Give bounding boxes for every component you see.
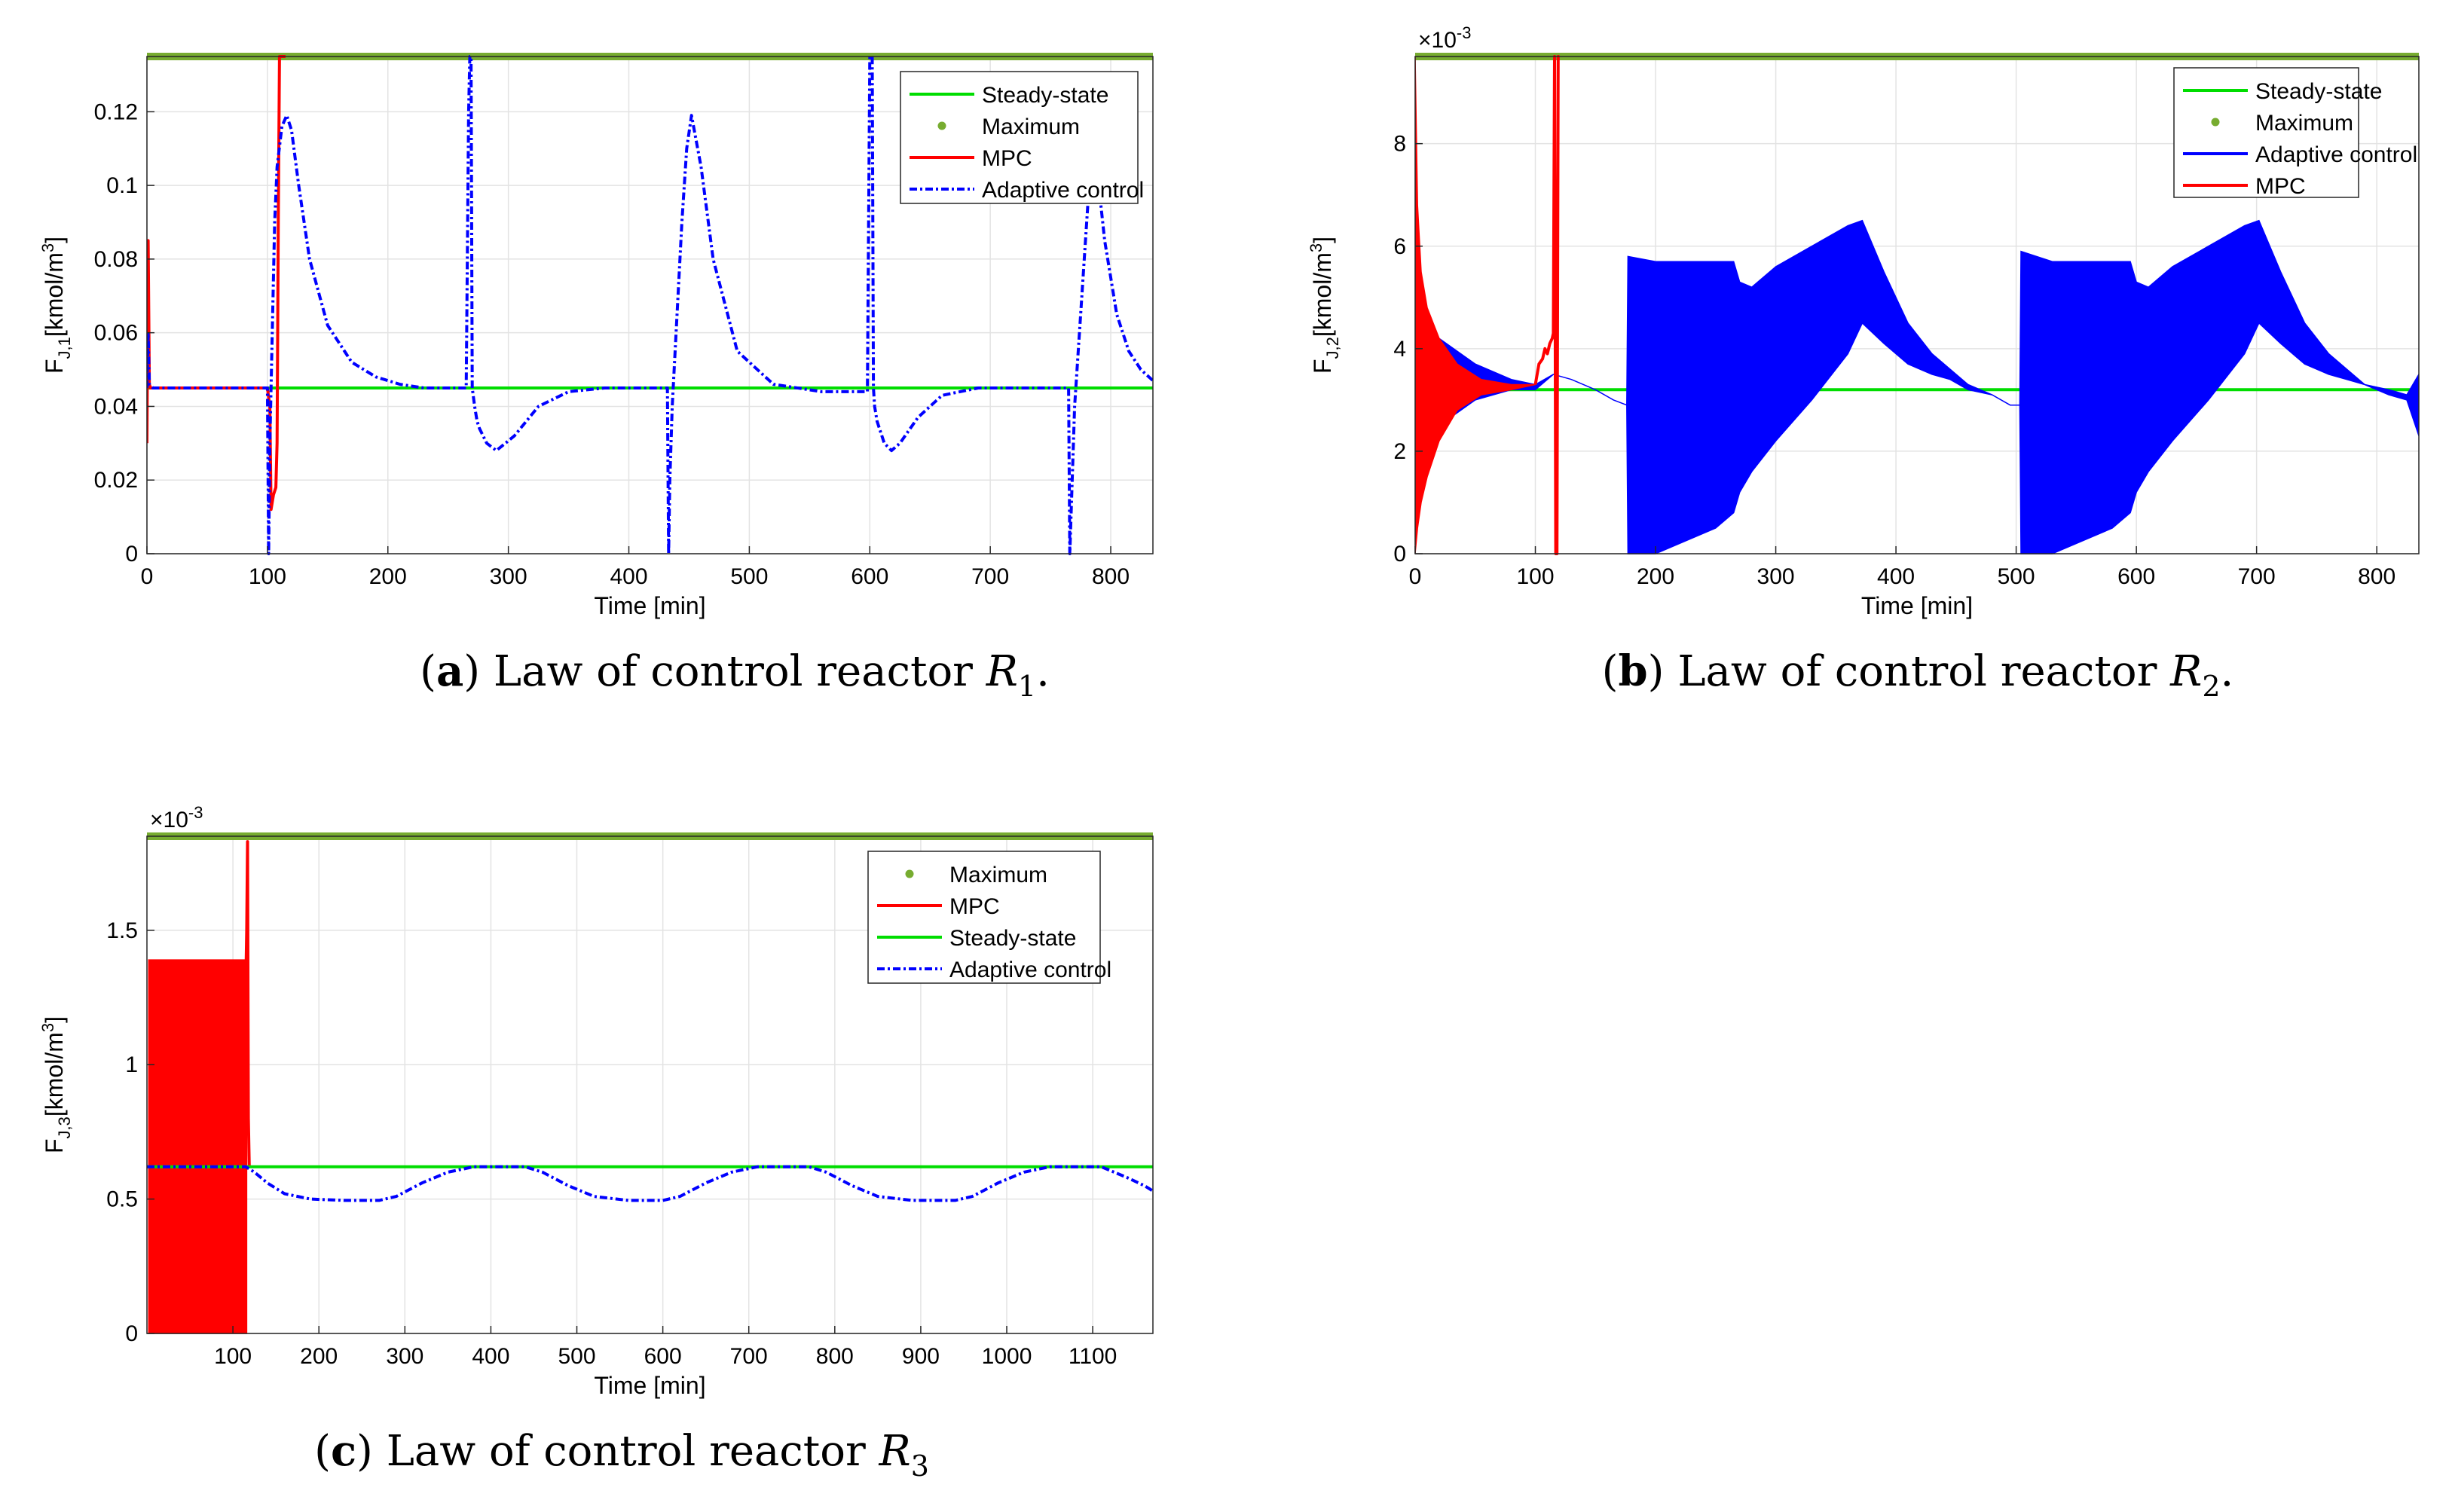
x-tick-label: 0 <box>1409 564 1422 589</box>
legend-marker <box>2211 118 2220 127</box>
plot-frame <box>1414 56 2420 554</box>
series-adaptive-control-band <box>1415 219 2419 554</box>
x-tick-label: 300 <box>1757 564 1795 589</box>
x-tick-label: 800 <box>1092 564 1130 589</box>
legend-label: MPC <box>2255 174 2306 199</box>
y-tick-label: 0.08 <box>94 247 138 272</box>
y-tick-label: 0.5 <box>106 1187 138 1212</box>
series-mpc-band <box>1415 56 1536 554</box>
x-tick-label: 700 <box>730 1344 768 1369</box>
x-tick-label: 200 <box>300 1344 338 1369</box>
x-axis-label: Time [min] <box>1861 592 1973 619</box>
y-tick-label: 0.04 <box>94 394 138 419</box>
y-tick-label: 8 <box>1393 132 1406 157</box>
x-tick-label: 100 <box>249 564 286 589</box>
y-exponent-label: ×10-3 <box>1418 23 1471 53</box>
x-tick-label: 200 <box>369 564 407 589</box>
chart-b: 0 100 200 300 400 500 600 700 800 0 2 4 6 8 ×10-3 Time … <box>1307 23 2420 703</box>
x-tick-label: 400 <box>1877 564 1915 589</box>
y-exponent-label: ×10-3 <box>150 803 203 832</box>
x-tick-label: 600 <box>851 564 888 589</box>
y-tick-label: 0.1 <box>106 173 138 198</box>
x-tick-label: 0 <box>141 564 154 589</box>
chart-c: 100 200 300 400 500 600 700 800 900 1000 1100 0 0.5 1… <box>38 803 1154 1483</box>
series-adaptive-control-line <box>147 1165 1153 1202</box>
series-mpc-band <box>148 959 248 1334</box>
figure-caption: (b) Law of control reactor R2. <box>1602 646 2234 703</box>
x-axis-label: Time [min] <box>594 592 705 619</box>
x-tick-label: 400 <box>610 564 647 589</box>
x-tick-label: 300 <box>490 564 527 589</box>
plot-frame <box>146 56 1154 554</box>
series-mpc-line <box>147 55 286 512</box>
x-tick-label: 900 <box>902 1344 940 1369</box>
x-tick-label: 400 <box>472 1344 509 1369</box>
x-tick-label: 700 <box>2238 564 2276 589</box>
y-tick-label: 1.5 <box>106 918 138 943</box>
legend-label: Adaptive control <box>949 958 1111 982</box>
y-tick-label: 0 <box>1393 542 1406 567</box>
y-tick-label: 6 <box>1393 234 1406 259</box>
y-tick-label: 0.12 <box>94 99 138 124</box>
x-tick-label: 1000 <box>982 1344 1032 1369</box>
y-tick-label: 2 <box>1393 439 1406 464</box>
x-tick-label: 200 <box>1637 564 1674 589</box>
x-tick-label: 500 <box>558 1344 595 1369</box>
x-tick-label: 600 <box>644 1344 682 1369</box>
figure-caption: (c) Law of control reactor R3 <box>314 1426 929 1483</box>
legend-label: Steady-state <box>982 83 1108 108</box>
x-tick-label: 600 <box>2117 564 2155 589</box>
y-tick-label: 0.02 <box>94 468 138 493</box>
x-tick-label: 800 <box>816 1344 854 1369</box>
x-axis-label: Time [min] <box>594 1372 705 1399</box>
y-tick-label: 0 <box>125 1321 138 1346</box>
legend-label: Maximum <box>2255 111 2353 136</box>
legend-marker <box>937 121 946 130</box>
x-tick-label: 100 <box>214 1344 252 1369</box>
y-axis-label: FJ,2[kmol/m3] <box>1307 237 1342 374</box>
y-tick-label: 0.06 <box>94 321 138 346</box>
x-tick-label: 100 <box>1516 564 1554 589</box>
x-tick-label: 1100 <box>1069 1344 1117 1369</box>
legend-label: Adaptive control <box>982 178 1144 203</box>
legend-label: Maximum <box>982 115 1080 139</box>
legend-label: Maximum <box>949 863 1047 887</box>
legend-label: MPC <box>982 146 1032 171</box>
x-tick-label: 700 <box>971 564 1009 589</box>
x-tick-label: 500 <box>1998 564 2035 589</box>
legend-label: Steady-state <box>949 926 1076 951</box>
y-tick-label: 4 <box>1393 337 1406 362</box>
plot-frame <box>146 835 1154 1334</box>
legend-marker <box>905 869 914 878</box>
figure-caption: (a) Law of control reactor R1. <box>420 646 1050 703</box>
x-tick-label: 800 <box>2358 564 2395 589</box>
chart-a: 0 100 200 300 400 500 600 700 800 0 0.02 0.04 0.06 0.… <box>38 53 1154 703</box>
y-tick-label: 1 <box>125 1052 138 1077</box>
series-adaptive-control-line <box>147 55 1153 555</box>
x-tick-label: 500 <box>730 564 768 589</box>
legend-label: Steady-state <box>2255 79 2382 104</box>
y-tick-label: 0 <box>125 542 138 567</box>
y-axis-label: FJ,1[kmol/m3] <box>38 237 74 374</box>
legend-label: Adaptive control <box>2255 142 2417 167</box>
y-axis-label: FJ,3[kmol/m3] <box>38 1016 74 1153</box>
legend-label: MPC <box>949 894 1000 919</box>
x-tick-label: 300 <box>386 1344 423 1369</box>
series-mpc-line <box>243 840 251 1334</box>
